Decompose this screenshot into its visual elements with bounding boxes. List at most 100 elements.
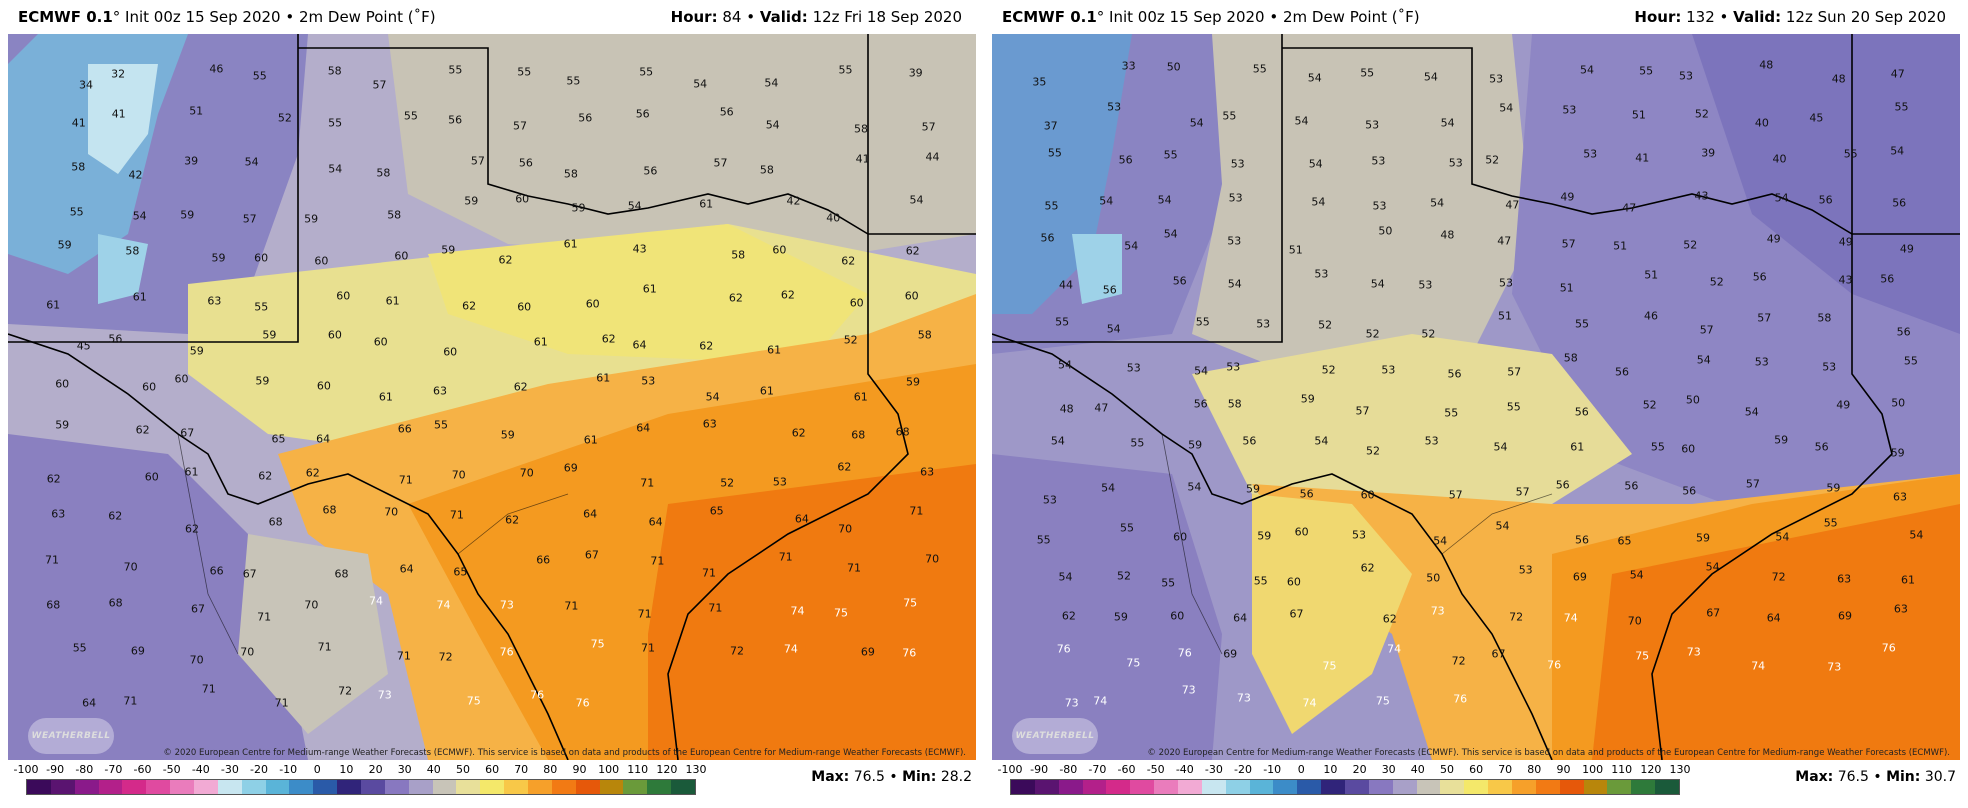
dewpoint-value: 56	[1818, 193, 1833, 207]
dewpoint-value: 46	[209, 62, 224, 76]
colorbar-tick-label: -80	[1059, 763, 1078, 776]
colorbar-tick-label: 20	[1352, 763, 1367, 776]
dewpoint-value: 53	[1518, 563, 1533, 577]
dewpoint-value: 70	[451, 468, 466, 482]
dewpoint-value: 63	[51, 507, 66, 521]
dewpoint-value: 55	[1252, 62, 1267, 76]
dewpoint-value: 52	[1321, 363, 1336, 377]
dewpoint-value: 63	[920, 465, 935, 479]
colorbar-swatch	[1392, 780, 1417, 794]
dewpoint-value: 59	[1774, 433, 1789, 447]
colorbar-tick-label: 70	[1498, 763, 1513, 776]
dewpoint-value: 62	[305, 466, 320, 480]
dewpoint-value: 54	[1106, 322, 1121, 336]
dewpoint-value: 58	[759, 163, 774, 177]
dewpoint-value: 61	[596, 371, 611, 385]
colorbar-tick-label: 70	[514, 763, 529, 776]
dewpoint-value: 56	[448, 113, 463, 126]
dewpoint-value: 61	[853, 390, 868, 404]
dewpoint-value: 67	[1491, 647, 1506, 660]
dewpoint-value: 56	[1172, 274, 1187, 288]
colorbar-tick-label: -40	[191, 763, 210, 776]
dewpoint-value: 61	[767, 343, 782, 357]
colorbar-swatch	[1058, 780, 1083, 794]
dewpoint-value: 54	[1909, 528, 1924, 541]
dewpoint-value: 61	[1570, 440, 1585, 453]
map-shading	[992, 34, 1960, 760]
dewpoint-value: 56	[578, 111, 593, 125]
dewpoint-value: 54	[1187, 480, 1202, 494]
colorbar-swatch	[480, 780, 505, 794]
dewpoint-value: 70	[189, 653, 204, 667]
dewpoint-value: 32	[111, 67, 126, 81]
dewpoint-value: 42	[128, 168, 143, 181]
colorbar-tick-label: -100	[997, 763, 1023, 776]
dewpoint-value: 55	[1843, 147, 1858, 161]
dewpoint-value: 54	[1499, 101, 1514, 115]
dewpoint-value: 63	[207, 294, 222, 308]
colorbar-tick-label: -70	[104, 763, 123, 776]
dewpoint-value: 61	[533, 335, 548, 349]
dewpoint-value: 62	[1061, 609, 1076, 623]
dewpoint-value: 55	[1222, 109, 1237, 123]
colorbar-swatch	[432, 780, 457, 794]
colorbar-tick-label: 90	[1556, 763, 1571, 776]
dewpoint-value: 68	[851, 428, 866, 442]
dewpoint-value: 56	[1555, 478, 1570, 492]
dewpoint-value: 53	[1256, 317, 1271, 331]
dewpoint-value: 61	[759, 384, 774, 398]
dewpoint-value: 65	[453, 565, 468, 579]
dewpoint-value: 76	[499, 645, 514, 658]
dewpoint-value: 72	[1509, 610, 1524, 624]
dewpoint-value: 73	[1236, 691, 1251, 705]
dewpoint-map: 35 33 50 55 54 55 54 53 54 55 53 48 48 47 37 53 54 55 54 53…	[992, 34, 1960, 760]
dewpoint-value: 50	[1891, 396, 1906, 410]
dewpoint-value: 53	[1314, 267, 1329, 281]
dewpoint-value: 54	[705, 390, 720, 404]
dewpoint-value: 42	[786, 194, 801, 208]
dewpoint-value: 60	[174, 372, 189, 386]
dewpoint-value: 55	[639, 65, 654, 79]
colorbar-tick-label: 80	[1527, 763, 1542, 776]
dewpoint-value: 56	[1752, 270, 1767, 284]
colorbar-swatch	[1011, 780, 1035, 794]
dewpoint-value: 34	[79, 78, 93, 92]
dewpoint-value: 65	[1617, 534, 1632, 548]
colorbar-tick-label: 90	[572, 763, 587, 776]
dewpoint-value: 53	[1424, 434, 1439, 448]
dewpoint-value: 54	[1314, 434, 1329, 447]
dewpoint-value: 41	[111, 107, 126, 121]
dewpoint-value: 43	[1694, 189, 1709, 203]
dewpoint-value: 68	[268, 515, 283, 528]
colorbar-swatch	[504, 780, 529, 794]
dewpoint-value: 67	[1706, 606, 1721, 620]
dewpoint-value: 55	[1163, 148, 1178, 162]
dewpoint-value: 74	[1563, 611, 1578, 625]
dewpoint-value: 66	[536, 553, 551, 567]
dewpoint-value: 56	[1193, 397, 1208, 410]
dewpoint-value: 54	[693, 77, 708, 91]
dewpoint-value: 56	[1299, 487, 1314, 500]
dewpoint-value: 76	[1177, 646, 1192, 660]
dewpoint-value: 50	[1166, 60, 1181, 74]
colorbar-swatch	[241, 780, 266, 794]
dewpoint-value: 56	[1896, 325, 1911, 339]
colorbar-tick-label: -10	[1263, 763, 1282, 776]
colorbar-tick-label: 60	[485, 763, 500, 776]
dewpoint-value: 55	[1044, 199, 1059, 213]
dewpoint-value: 57	[1745, 477, 1760, 491]
dewpoint-value: 60	[336, 289, 351, 302]
dewpoint-value: 54	[1189, 116, 1204, 130]
dewpoint-value: 52	[843, 333, 858, 346]
dewpoint-value: 37	[1043, 119, 1058, 133]
dewpoint-value: 59	[1696, 531, 1710, 545]
colorbar-swatch	[1154, 780, 1179, 794]
dewpoint-value: 62	[498, 253, 513, 267]
dewpoint-value: 60	[394, 249, 409, 263]
dewpoint-value: 54	[1705, 560, 1720, 574]
dewpoint-value: 59	[211, 251, 226, 265]
dewpoint-value: 40	[826, 211, 841, 225]
colorbar-tick-label: 120	[1640, 763, 1662, 776]
dewpoint-value: 55	[1639, 64, 1654, 78]
dewpoint-value: 56	[1615, 365, 1629, 379]
